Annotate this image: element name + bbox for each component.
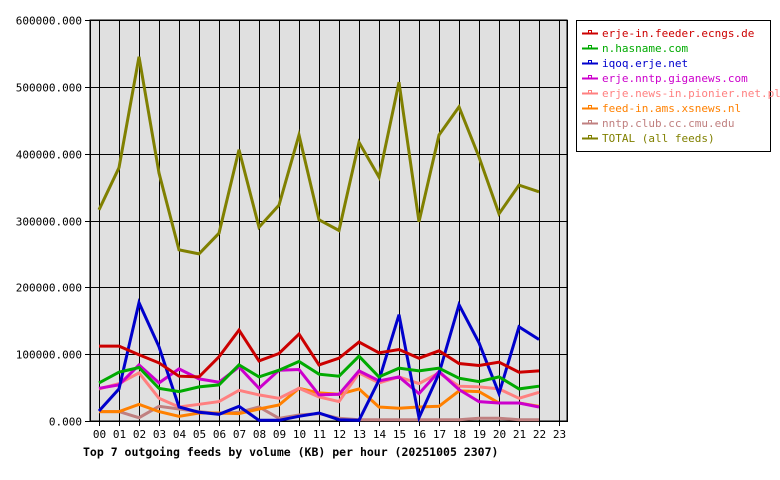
x-tick-label: 11 [313, 428, 326, 441]
series-lines [97, 56, 540, 423]
y-tick-label: 100000.000 [16, 349, 82, 362]
x-tick-label: 01 [113, 428, 126, 441]
x-tick-label: 21 [513, 428, 526, 441]
legend-item: TOTAL (all feeds) [582, 132, 715, 145]
x-tick-label: 20 [493, 428, 506, 441]
series-line-erje-in-feeder-ecngs-de [99, 327, 540, 379]
x-tick-label: 23 [553, 428, 566, 441]
legend-marker-icon [588, 45, 592, 49]
x-tick-label: 13 [353, 428, 366, 441]
legend-label: feed-in.ams.xsnews.nl [602, 102, 741, 115]
legend-label: TOTAL (all feeds) [602, 132, 715, 145]
legend: erje-in.feeder.ecngs.de n.hasname.com iqoq… [576, 20, 780, 152]
series-line-total-all-feeds- [97, 56, 540, 256]
series-line-erje-news-in-pionier-net-pl [98, 370, 540, 409]
y-axis: 0.000 100000.000 200000.000 300000.000 40000… [16, 15, 90, 429]
legend-item: feed-in.ams.xsnews.nl [582, 102, 741, 115]
x-tick-label: 18 [453, 428, 466, 441]
legend-marker-icon [588, 30, 592, 34]
legend-label: n.hasname.com [602, 42, 688, 55]
x-tick-label: 03 [153, 428, 166, 441]
x-tick-label: 16 [413, 428, 426, 441]
y-tick-label: 300000.000 [16, 216, 82, 229]
y-tick-label: 200000.000 [16, 282, 82, 295]
legend-marker-icon [588, 75, 592, 79]
series-line-iqoq-erje-net [97, 298, 540, 423]
legend-marker-icon [588, 105, 592, 109]
legend-item: erje.news-in.pionier.net.pl [582, 87, 780, 100]
x-tick-label: 12 [333, 428, 346, 441]
chart-title: Top 7 outgoing feeds by volume (KB) per … [83, 445, 498, 459]
y-tick-label: 400000.000 [16, 149, 82, 162]
x-tick-label: 14 [373, 428, 387, 441]
x-tick-label: 04 [173, 428, 187, 441]
legend-item: nntp.club.cc.cmu.edu [582, 117, 734, 130]
legend-marker-icon [588, 135, 592, 139]
x-tick-label: 09 [273, 428, 286, 441]
legend-label: iqoq.erje.net [602, 57, 688, 70]
y-tick-label: 0.000 [49, 416, 82, 429]
x-tick-label: 10 [293, 428, 306, 441]
legend-label: erje.nntp.giganews.com [602, 72, 748, 85]
x-tick-label: 17 [433, 428, 446, 441]
legend-item: erje-in.feeder.ecngs.de [582, 27, 754, 40]
x-tick-label: 07 [233, 428, 246, 441]
x-tick-label: 15 [393, 428, 406, 441]
legend-label: erje-in.feeder.ecngs.de [602, 27, 754, 40]
x-tick-label: 00 [93, 428, 106, 441]
legend-item: iqoq.erje.net [582, 57, 688, 70]
series-line-n-hasname-com [98, 354, 540, 394]
legend-marker-icon [588, 90, 592, 94]
x-tick-label: 05 [193, 428, 206, 441]
legend-box [576, 20, 771, 152]
y-tick-label: 500000.000 [16, 82, 82, 95]
legend-label: nntp.club.cc.cmu.edu [602, 117, 734, 130]
legend-label: erje.news-in.pionier.net.pl [602, 87, 780, 100]
legend-item: erje.nntp.giganews.com [582, 72, 748, 85]
x-tick-label: 06 [213, 428, 226, 441]
x-tick-label: 22 [533, 428, 546, 441]
y-tick-label: 600000.000 [16, 15, 82, 28]
legend-item: n.hasname.com [582, 42, 688, 55]
x-axis: 00 01 02 03 04 05 06 07 08 09 10 11 12 13 14 15 16 17 18 19… [93, 421, 566, 441]
plot-border [90, 20, 568, 422]
x-tick-label: 08 [253, 428, 266, 441]
legend-marker-icon [588, 60, 592, 64]
x-tick-label: 02 [133, 428, 146, 441]
legend-marker-icon [588, 120, 592, 124]
x-tick-label: 19 [473, 428, 486, 441]
